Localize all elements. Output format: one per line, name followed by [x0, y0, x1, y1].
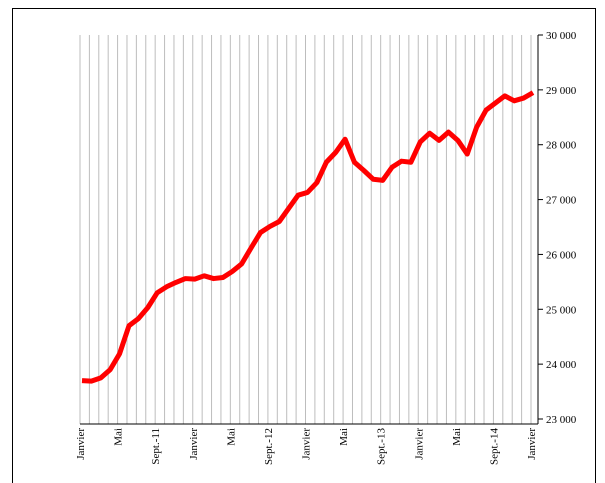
- y-tick-label: 27 000: [546, 195, 577, 207]
- x-tick-label: Sept.-11: [150, 428, 162, 465]
- x-tick-label: Mai: [451, 428, 463, 446]
- y-tick-label: 26 000: [546, 249, 577, 261]
- x-tick-label: Janvier: [188, 428, 200, 460]
- x-tick-label: Mai: [338, 428, 350, 446]
- y-tick-label: 29 000: [546, 85, 577, 97]
- y-tick-label: 28 000: [546, 140, 577, 152]
- x-tick-label: Janvier: [526, 428, 538, 460]
- y-tick-label: 23 000: [546, 414, 577, 426]
- x-tick-label: Sept.-12: [263, 428, 275, 465]
- x-tick-label: Janvier: [413, 428, 425, 460]
- data-line: [81, 90, 535, 384]
- x-tick-label: Sept.-13: [376, 428, 388, 465]
- x-tick-label: Mai: [113, 428, 125, 446]
- y-tick-label: 24 000: [546, 359, 577, 371]
- y-tick-label: 25 000: [546, 304, 577, 316]
- chart-frame: [12, 8, 596, 483]
- y-tick-label: 30 000: [546, 30, 577, 42]
- x-tick-label: Mai: [225, 428, 237, 446]
- x-tick-label: Janvier: [75, 428, 87, 460]
- x-tick-label: Sept.-14: [488, 428, 500, 465]
- x-tick-label: Janvier: [301, 428, 313, 460]
